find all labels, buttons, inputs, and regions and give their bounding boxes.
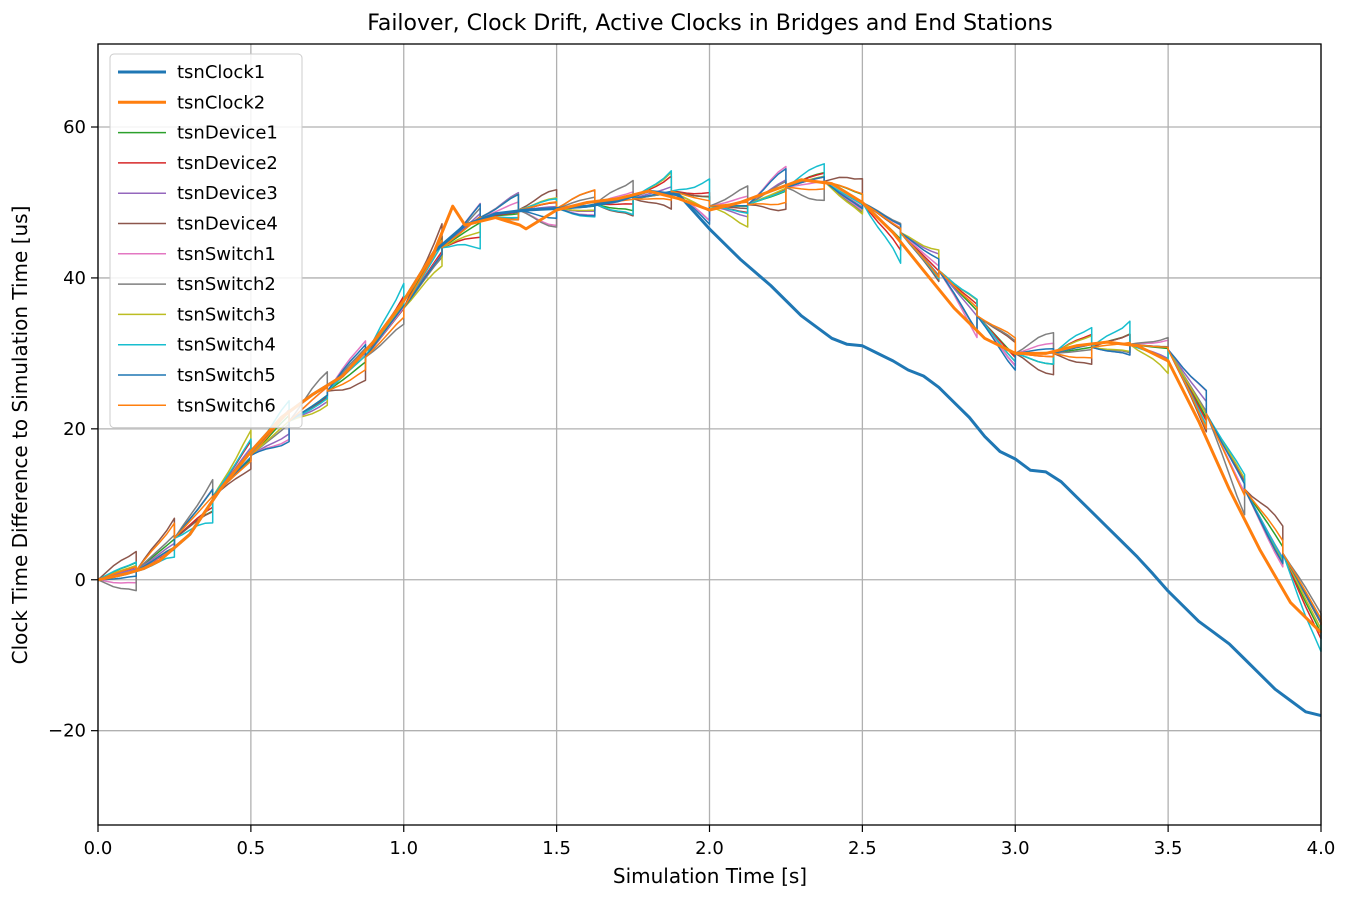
legend: tsnClock1 tsnClock2 tsnDevice1 tsnDevice2 ts…: [109, 53, 303, 429]
legend-label: tsnSwitch4: [177, 335, 276, 356]
y-tick-label: 20: [63, 419, 86, 440]
y-axis-ticks: −20 0 20 40 60: [48, 117, 98, 742]
y-tick-label: 40: [63, 268, 86, 289]
y-tick-label: 60: [63, 117, 86, 138]
x-tick-label: 4.0: [1307, 838, 1336, 859]
legend-label: tsnDevice2: [177, 153, 278, 174]
x-tick-label: 3.5: [1154, 838, 1183, 859]
y-axis-label: Clock Time Difference to Simulation Time…: [8, 206, 32, 665]
x-tick-label: 0.5: [237, 838, 266, 859]
legend-label: tsnSwitch3: [177, 304, 276, 325]
series-line-tsnClock2: [97, 178, 1323, 634]
y-tick-label: 0: [75, 570, 86, 591]
x-axis-ticks: 0.0 0.5 1.0 1.5 2.0 2.5 3.0 3.5 4.0: [84, 825, 1336, 859]
legend-label: tsnSwitch1: [177, 244, 276, 265]
x-tick-label: 0.0: [84, 838, 113, 859]
x-tick-label: 3.0: [1001, 838, 1030, 859]
legend-label: tsnClock2: [177, 92, 265, 113]
series-layer: [97, 163, 1323, 718]
legend-label: tsnSwitch2: [177, 274, 276, 295]
y-tick-label: −20: [48, 721, 86, 742]
legend-label: tsnSwitch6: [177, 395, 276, 416]
x-axis-label: Simulation Time [s]: [613, 864, 807, 888]
legend-label: tsnClock1: [177, 62, 265, 83]
x-tick-label: 2.5: [848, 838, 877, 859]
x-tick-label: 1.5: [542, 838, 571, 859]
chart-title: Failover, Clock Drift, Active Clocks in …: [367, 11, 1053, 36]
legend-box: [109, 53, 303, 429]
x-tick-label: 1.0: [389, 838, 418, 859]
legend-label: tsnSwitch5: [177, 365, 276, 386]
x-tick-label: 2.0: [695, 838, 724, 859]
legend-label: tsnDevice3: [177, 183, 278, 204]
legend-label: tsnDevice4: [177, 214, 278, 235]
legend-label: tsnDevice1: [177, 123, 278, 144]
